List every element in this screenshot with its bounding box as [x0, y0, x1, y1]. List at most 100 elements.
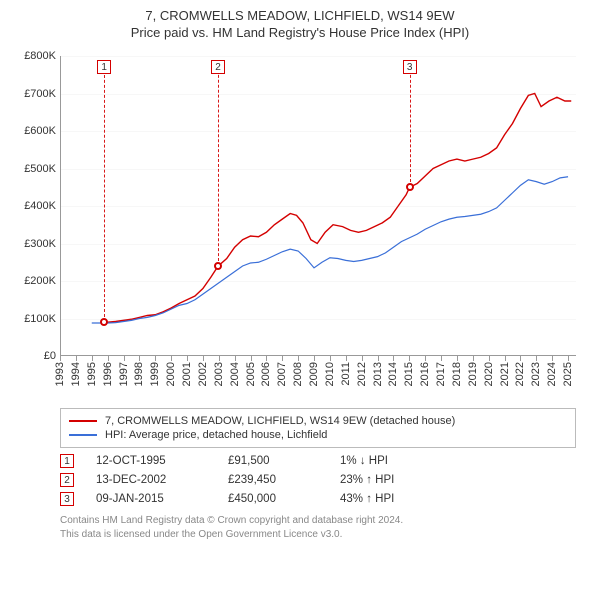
- x-tick-mark: [266, 356, 267, 361]
- legend: 7, CROMWELLS MEADOW, LICHFIELD, WS14 9EW…: [60, 408, 576, 448]
- gridline: [60, 131, 576, 132]
- x-tick-label: 2007: [276, 362, 288, 386]
- x-tick-label: 1996: [102, 362, 114, 386]
- x-tick-mark: [536, 356, 537, 361]
- sale-row-hpi: 43% ↑ HPI: [340, 493, 440, 505]
- sale-marker-dot: [100, 318, 108, 326]
- sale-row-date: 09-JAN-2015: [96, 493, 206, 505]
- x-tick-label: 2001: [181, 362, 193, 386]
- x-tick-mark: [187, 356, 188, 361]
- sale-row-index: 1: [60, 454, 74, 468]
- x-tick-label: 2009: [308, 362, 320, 386]
- x-tick-mark: [108, 356, 109, 361]
- x-tick-mark: [441, 356, 442, 361]
- x-tick-label: 1999: [149, 362, 161, 386]
- x-tick-mark: [393, 356, 394, 361]
- sale-row-price: £239,450: [228, 474, 318, 486]
- x-tick-label: 2015: [403, 362, 415, 386]
- series-property: [104, 94, 571, 323]
- x-tick-label: 2019: [467, 362, 479, 386]
- x-tick-label: 2013: [372, 362, 384, 386]
- gridline: [60, 281, 576, 282]
- x-tick-mark: [378, 356, 379, 361]
- x-tick-label: 2022: [514, 362, 526, 386]
- sale-marker-line: [104, 60, 105, 322]
- sale-row-index: 2: [60, 473, 74, 487]
- x-tick-label: 2005: [245, 362, 257, 386]
- x-tick-mark: [314, 356, 315, 361]
- sale-row-hpi: 23% ↑ HPI: [340, 474, 440, 486]
- x-tick-label: 2017: [435, 362, 447, 386]
- legend-swatch: [69, 420, 97, 422]
- sale-row-index: 3: [60, 492, 74, 506]
- x-tick-mark: [425, 356, 426, 361]
- x-tick-mark: [251, 356, 252, 361]
- y-tick-label: £200K: [10, 275, 60, 287]
- x-tick-mark: [505, 356, 506, 361]
- sale-row-price: £91,500: [228, 455, 318, 467]
- x-tick-label: 2010: [324, 362, 336, 386]
- title-address: 7, CROMWELLS MEADOW, LICHFIELD, WS14 9EW: [10, 8, 590, 23]
- x-tick-label: 2021: [499, 362, 511, 386]
- y-tick-label: £400K: [10, 200, 60, 212]
- x-tick-label: 2025: [562, 362, 574, 386]
- sale-marker-line: [410, 60, 411, 187]
- x-tick-mark: [124, 356, 125, 361]
- x-tick-label: 1998: [133, 362, 145, 386]
- x-tick-mark: [171, 356, 172, 361]
- gridline: [60, 319, 576, 320]
- sale-marker-box: 1: [97, 60, 111, 74]
- x-tick-mark: [568, 356, 569, 361]
- x-tick-mark: [489, 356, 490, 361]
- sales-table: 112-OCT-1995£91,5001% ↓ HPI213-DEC-2002£…: [60, 454, 576, 506]
- sale-marker-box: 2: [211, 60, 225, 74]
- x-tick-label: 2024: [546, 362, 558, 386]
- x-tick-label: 2008: [292, 362, 304, 386]
- x-tick-label: 2004: [229, 362, 241, 386]
- x-tick-label: 2002: [197, 362, 209, 386]
- sale-marker-dot: [406, 183, 414, 191]
- x-tick-label: 1994: [70, 362, 82, 386]
- x-tick-mark: [362, 356, 363, 361]
- x-tick-mark: [235, 356, 236, 361]
- sale-row-date: 12-OCT-1995: [96, 455, 206, 467]
- x-tick-mark: [60, 356, 61, 361]
- x-tick-label: 2012: [356, 362, 368, 386]
- chart-area: £0£100K£200K£300K£400K£500K£600K£700K£80…: [10, 46, 590, 406]
- x-tick-label: 2014: [387, 362, 399, 386]
- gridline: [60, 94, 576, 95]
- x-tick-mark: [457, 356, 458, 361]
- x-tick-mark: [155, 356, 156, 361]
- x-tick-mark: [139, 356, 140, 361]
- sale-row-date: 13-DEC-2002: [96, 474, 206, 486]
- x-tick-label: 2018: [451, 362, 463, 386]
- legend-swatch: [69, 434, 97, 436]
- y-tick-label: £0: [10, 350, 60, 362]
- footer-line-1: Contains HM Land Registry data © Crown c…: [60, 514, 576, 528]
- x-tick-mark: [552, 356, 553, 361]
- legend-label: HPI: Average price, detached house, Lich…: [105, 429, 327, 441]
- gridline: [60, 244, 576, 245]
- x-tick-mark: [298, 356, 299, 361]
- gridline: [60, 169, 576, 170]
- y-tick-label: £500K: [10, 163, 60, 175]
- title-subtitle: Price paid vs. HM Land Registry's House …: [10, 25, 590, 40]
- x-tick-label: 1993: [54, 362, 66, 386]
- x-tick-mark: [92, 356, 93, 361]
- x-tick-label: 1995: [86, 362, 98, 386]
- gridline: [60, 206, 576, 207]
- x-tick-mark: [219, 356, 220, 361]
- sale-marker-line: [218, 60, 219, 266]
- y-tick-label: £800K: [10, 50, 60, 62]
- sale-row: 309-JAN-2015£450,00043% ↑ HPI: [60, 492, 576, 506]
- x-tick-label: 2020: [483, 362, 495, 386]
- sale-marker-box: 3: [403, 60, 417, 74]
- series-hpi: [92, 177, 568, 323]
- x-tick-label: 2011: [340, 362, 352, 386]
- x-tick-label: 2023: [530, 362, 542, 386]
- y-tick-label: £700K: [10, 88, 60, 100]
- legend-label: 7, CROMWELLS MEADOW, LICHFIELD, WS14 9EW…: [105, 415, 455, 427]
- legend-row: 7, CROMWELLS MEADOW, LICHFIELD, WS14 9EW…: [69, 415, 567, 427]
- sale-marker-dot: [214, 262, 222, 270]
- x-tick-label: 2006: [260, 362, 272, 386]
